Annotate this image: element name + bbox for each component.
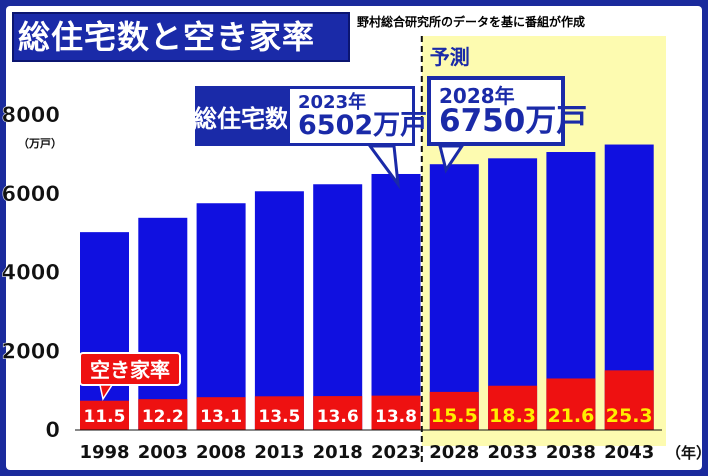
title-box [12,12,350,62]
y-tick-2000: 2000 [2,339,60,363]
y-tick-6000: 6000 [2,182,60,206]
callout-2023: 総住宅数 2023年 6502万戸 [193,86,428,146]
vacancy-label-2038: 21.6 [547,405,594,427]
forecast-label: 予測 [430,45,470,69]
vacancy-label-2013: 13.5 [258,407,300,427]
x-tick-1998: 1998 [79,442,129,463]
bar-total-1998 [80,232,129,430]
vacancy-label-2008: 13.1 [200,407,242,427]
bar-vacancy-2003 [138,399,188,430]
vacancy-label-2033: 18.3 [489,405,536,427]
vacancy-label-2018: 13.6 [317,407,359,427]
bar-total-2013 [254,191,304,430]
bar-vacancy-2033 [488,385,538,430]
x-tick-2008: 2008 [196,442,246,463]
callout-2023-label: 総住宅数 [193,86,289,146]
x-tick-2023: 2023 [371,442,421,463]
callout-2028-box: 2028年 6750万戸 [427,76,588,146]
bar-vacancy-2043 [604,370,654,430]
bar-total-2028 [429,164,479,430]
y-tick-4000: 4000 [2,261,60,285]
bar-vacancy-2038 [546,378,596,430]
x-tick-2018: 2018 [313,442,363,463]
bar-vacancy-2023 [371,395,421,430]
bar-vacancy-2013 [254,396,304,430]
bar-total-2018 [313,184,363,430]
y-tick-8000: 8000 [2,103,60,127]
vacancy-legend-box [79,352,181,386]
y-unit: （万戸） [18,137,62,150]
vacancy-legend-label: 空き家率 [90,358,170,382]
chart-title: 総住宅数と空き家率 [18,18,316,56]
callout-2023-value: 6502万戸 [298,109,428,141]
x-tick-2013: 2013 [254,442,304,463]
bar-total-2023 [371,173,421,430]
y-tick-0: 0 [45,418,60,442]
x-tick-2038: 2038 [546,442,596,463]
vacancy-label-1998: 11.5 [84,407,126,427]
callout-2023-year: 2023年 [298,91,367,113]
bar-total-2003 [138,217,188,430]
vacancy-label-2043: 25.3 [606,405,653,427]
x-tick-2028: 2028 [429,442,479,463]
bar-vacancy-2008 [196,397,246,430]
callout-2028-pointer [438,144,465,174]
bar-total-2008 [196,203,246,430]
source-note: 野村総合研究所のデータを基に番組が作成 [357,15,586,29]
callout-2028-value: 6750万戸 [439,102,588,139]
bar-vacancy-1998 [80,400,129,430]
callout-2028-year: 2028年 [439,83,515,108]
callout-2023-box: 2023年 6502万戸 [287,86,428,146]
x-tick-2043: 2043 [604,442,654,463]
vacancy-label-2023: 13.8 [375,407,417,427]
vacancy-label-2003: 12.2 [142,407,184,427]
bar-vacancy-2018 [313,396,363,430]
x-tick-2033: 2033 [488,442,538,463]
callout-2023-pointer [367,144,401,190]
bar-vacancy-2028 [429,391,479,430]
x-tick-2003: 2003 [138,442,188,463]
x-unit: （年） [666,444,708,462]
vacancy-label-2028: 15.5 [431,405,478,427]
callout-2028: 2028年 6750万戸 [427,76,588,146]
vacancy-legend-pointer [99,384,114,401]
bar-total-2033 [488,158,538,430]
